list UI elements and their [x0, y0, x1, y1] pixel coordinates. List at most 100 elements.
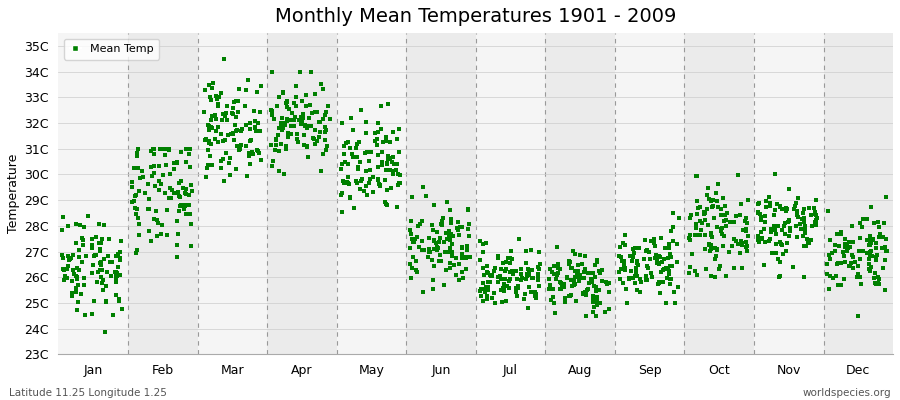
- Point: [113, 238, 128, 244]
- Point: [491, 253, 505, 259]
- Point: [666, 224, 680, 230]
- Point: [688, 232, 702, 238]
- Point: [514, 270, 528, 277]
- Point: [407, 238, 421, 245]
- Point: [454, 224, 468, 230]
- Point: [484, 273, 499, 279]
- Point: [444, 220, 458, 226]
- Point: [300, 123, 314, 130]
- Point: [94, 259, 108, 265]
- Point: [735, 242, 750, 248]
- Point: [632, 245, 646, 252]
- Point: [511, 283, 526, 289]
- Point: [85, 270, 99, 276]
- Point: [432, 239, 446, 246]
- Point: [417, 246, 431, 253]
- Point: [158, 152, 172, 159]
- Point: [715, 225, 729, 231]
- Point: [94, 280, 109, 286]
- Point: [130, 211, 144, 218]
- Point: [310, 109, 324, 115]
- Point: [598, 279, 613, 285]
- Point: [69, 273, 84, 280]
- Point: [274, 141, 288, 147]
- Point: [403, 245, 418, 252]
- Point: [522, 284, 536, 291]
- Point: [365, 189, 380, 196]
- Point: [778, 220, 792, 226]
- Point: [147, 163, 161, 169]
- Point: [769, 227, 783, 233]
- Point: [805, 223, 819, 229]
- Y-axis label: Temperature: Temperature: [7, 154, 20, 233]
- Point: [480, 262, 494, 269]
- Point: [268, 136, 283, 143]
- Point: [545, 286, 560, 292]
- Point: [704, 230, 718, 236]
- Point: [587, 304, 601, 310]
- Point: [248, 125, 262, 132]
- Point: [462, 221, 476, 227]
- Point: [472, 238, 487, 245]
- Point: [77, 274, 92, 281]
- Point: [586, 270, 600, 276]
- Point: [69, 274, 84, 280]
- Point: [199, 135, 213, 142]
- Point: [336, 178, 350, 184]
- Point: [551, 270, 565, 276]
- Point: [265, 68, 279, 75]
- Point: [690, 232, 705, 239]
- Point: [630, 287, 644, 294]
- Point: [820, 261, 834, 268]
- Point: [684, 212, 698, 218]
- Point: [300, 125, 314, 132]
- Point: [491, 255, 505, 262]
- Point: [723, 219, 737, 226]
- Point: [265, 142, 279, 149]
- Point: [103, 259, 117, 265]
- Point: [404, 275, 419, 282]
- Point: [89, 252, 104, 258]
- Point: [174, 178, 188, 184]
- Point: [357, 188, 372, 194]
- Point: [503, 276, 517, 283]
- Point: [569, 298, 583, 304]
- Point: [340, 139, 355, 146]
- Point: [171, 180, 185, 186]
- Point: [208, 136, 222, 142]
- Point: [618, 242, 633, 248]
- Point: [213, 131, 228, 137]
- Point: [73, 222, 87, 228]
- Point: [836, 248, 850, 255]
- Point: [183, 146, 197, 152]
- Point: [406, 253, 420, 260]
- Point: [378, 177, 392, 183]
- Point: [440, 236, 454, 242]
- Point: [701, 196, 716, 203]
- Point: [56, 214, 70, 220]
- Point: [651, 260, 665, 266]
- Point: [280, 98, 294, 104]
- Point: [542, 276, 556, 282]
- Point: [568, 251, 582, 258]
- Point: [404, 264, 419, 271]
- Point: [170, 190, 184, 196]
- Point: [184, 220, 199, 227]
- Point: [136, 174, 150, 180]
- Point: [435, 218, 449, 224]
- Point: [481, 270, 495, 276]
- Point: [630, 258, 644, 264]
- Point: [155, 221, 169, 228]
- Point: [646, 240, 661, 246]
- Point: [739, 215, 753, 221]
- Point: [382, 153, 396, 160]
- Point: [765, 250, 779, 257]
- Point: [588, 274, 602, 280]
- Point: [443, 237, 457, 243]
- Point: [476, 298, 491, 304]
- Point: [558, 295, 572, 302]
- Point: [562, 292, 576, 299]
- Point: [292, 117, 307, 123]
- Point: [487, 268, 501, 274]
- Point: [587, 283, 601, 290]
